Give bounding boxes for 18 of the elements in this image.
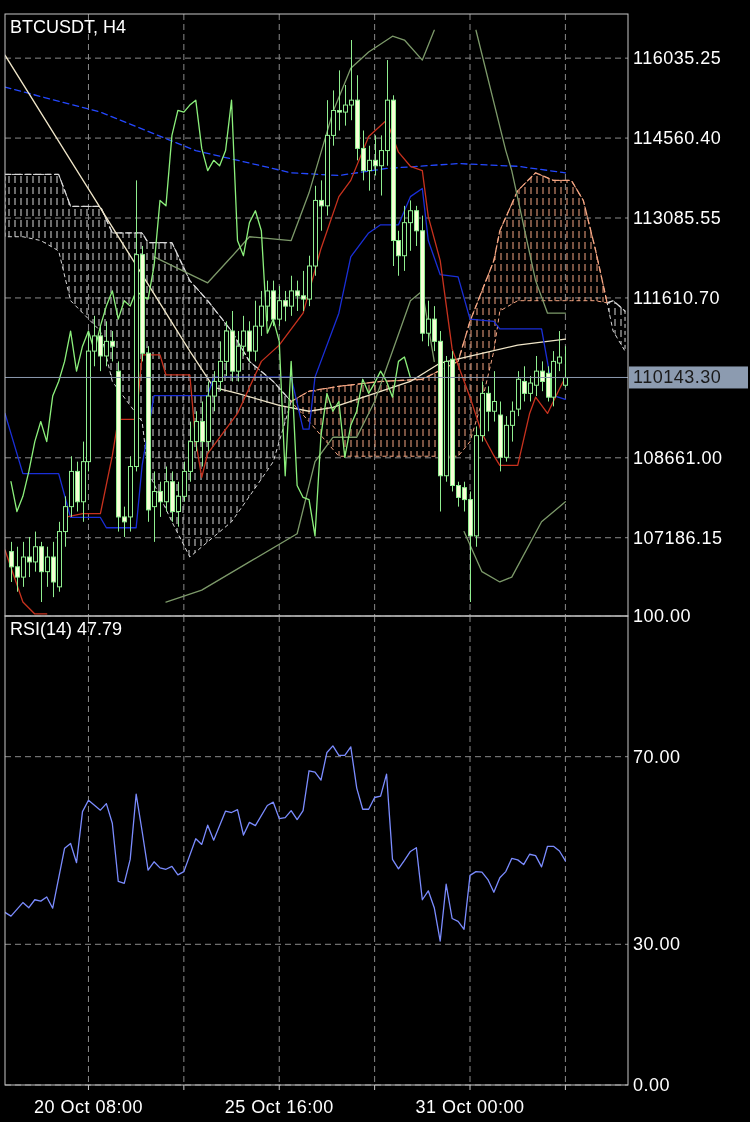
ref-line-label: 110143.30	[633, 367, 722, 388]
y-tick-label: 114560.40	[633, 128, 722, 149]
candlestick	[563, 345, 568, 388]
y-tick-label: 107186.15	[633, 527, 723, 548]
y-tick-label: 113085.55	[633, 208, 722, 229]
chart-title: BTCUSDT, H4	[10, 17, 127, 37]
y-tick-label: 116035.25	[633, 48, 722, 69]
y-tick-label: 70.00	[633, 746, 681, 767]
y-tick-label: 111610.70	[633, 287, 720, 308]
x-tick-label: 20 Oct 08:00	[33, 1097, 143, 1117]
x-tick-label: 31 Oct 00:00	[415, 1097, 525, 1117]
x-tick-label: 25 Oct 16:00	[224, 1097, 334, 1117]
y-tick-label: 0.00	[633, 1075, 671, 1095]
y-tick-label: 108661.00	[633, 447, 723, 468]
y-tick-label: 100.00	[633, 606, 692, 626]
chart-title: RSI(14) 47.79	[10, 619, 123, 639]
line-series	[10, 99, 412, 537]
y-tick-label: 30.00	[633, 934, 681, 955]
